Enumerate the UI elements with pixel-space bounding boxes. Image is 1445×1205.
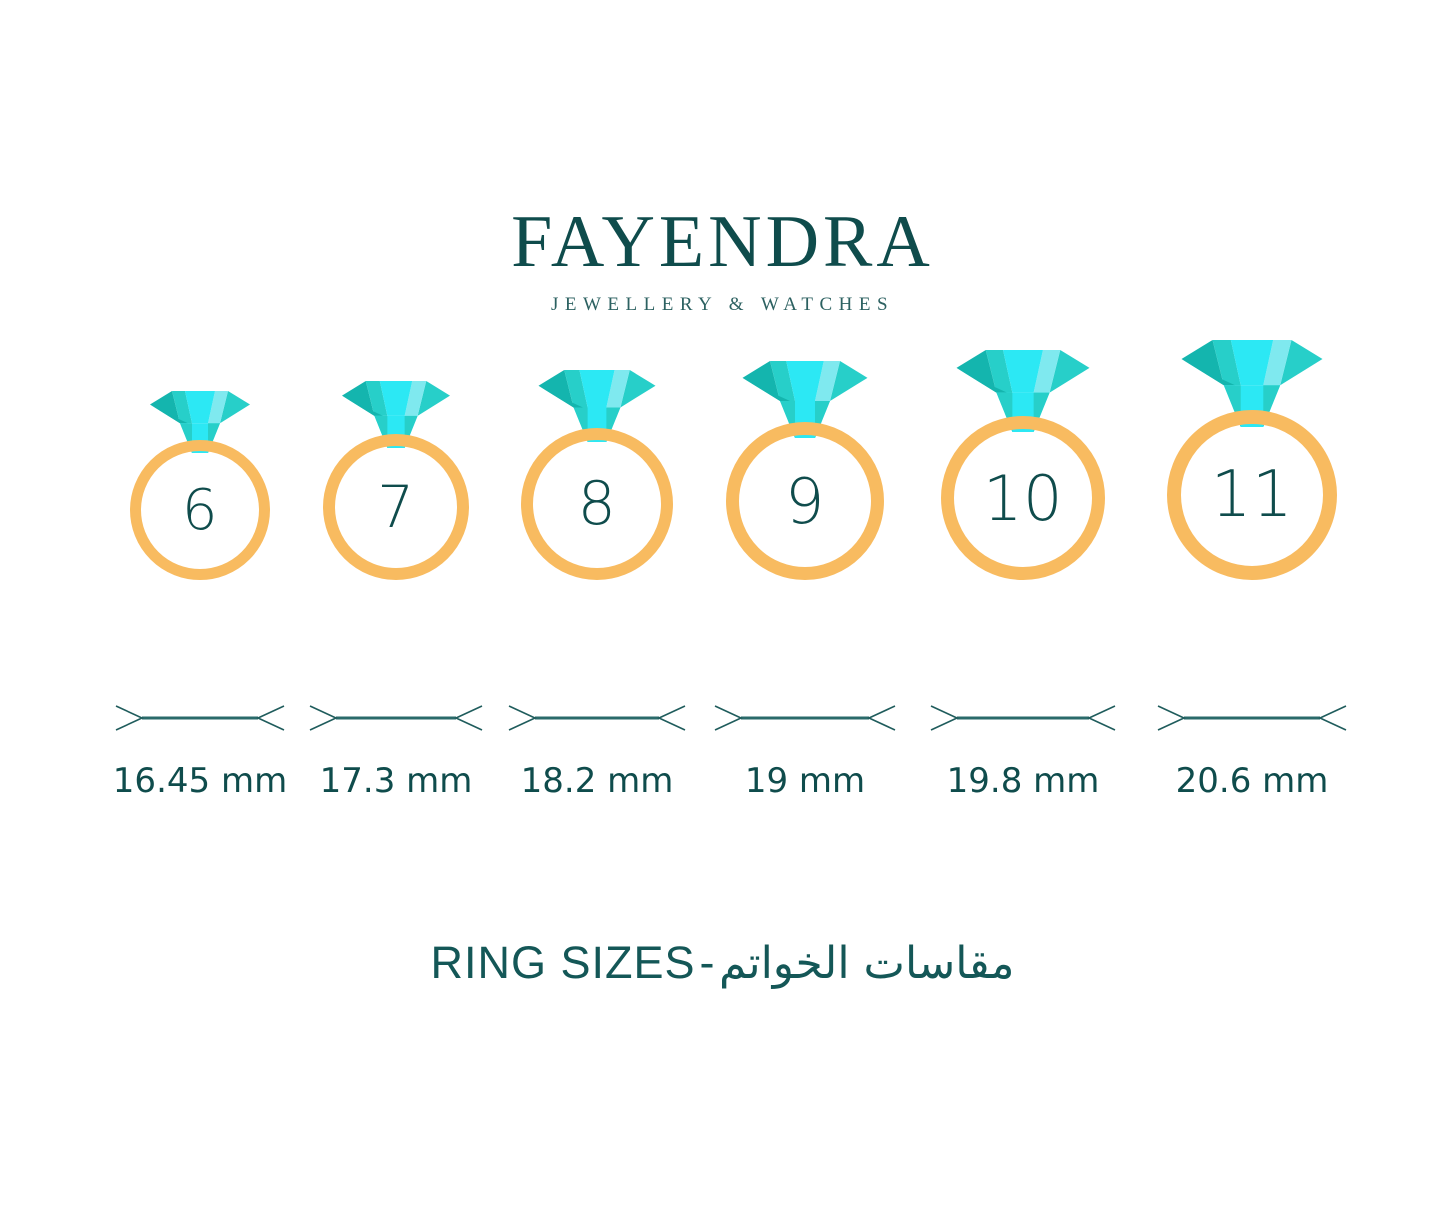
ring-band: 9 [726,422,884,580]
ring-size-number: 10 [983,461,1063,535]
page-title-arabic: مقاسات الخواتم [719,938,1015,989]
brand-tagline: JEWELLERY & WATCHES [550,294,895,315]
ring-size-item[interactable]: 8 18.2 mm [457,370,737,830]
diamond-icon [1181,339,1323,427]
ring-diameter-label: 18.2 mm [520,761,674,801]
ring-size-number: 7 [377,473,415,541]
page-title: RING SIZES-مقاسات الخواتم [0,940,1445,986]
ring-band: 7 [323,434,469,580]
dimension-arrow [115,705,285,731]
ring-size-item[interactable]: 6 16.45 mm [60,391,340,830]
diamond-icon [150,391,250,454]
ring-size-item[interactable]: 10 19.8 mm [883,349,1163,830]
ring-size-number: 9 [785,464,825,538]
ring-size-item[interactable]: 11 20.6 mm [1112,339,1392,830]
ring-diameter-label: 16.45 mm [112,761,288,801]
page-title-english: RING SIZES [430,937,696,988]
ring-size-number: 11 [1210,458,1294,532]
diamond-icon [538,370,656,443]
ring-band: 10 [941,416,1105,580]
ring-band: 6 [130,440,270,580]
brand-header: FAYENDRA JEWELLERY & WATCHES [0,205,1445,314]
ring-diameter-label: 19.8 mm [946,761,1100,801]
brand-name: FAYENDRA [511,201,934,283]
diamond-icon [742,360,868,438]
page-title-separator: - [699,937,716,988]
dimension-arrow [1157,705,1347,731]
ring-size-number: 6 [181,477,219,543]
dimension-arrow [714,705,896,731]
ring-size-item[interactable]: 9 19 mm [665,360,945,830]
dimension-arrow [309,705,483,731]
ring-size-row: 6 16.45 mm 7 17.3 mm 8 18.2 mm 9 19 mm 10 19.8 mm… [0,339,1445,830]
ring-band: 8 [521,428,673,580]
ring-band: 11 [1167,410,1337,580]
ring-diameter-label: 20.6 mm [1175,761,1329,801]
dimension-arrow [508,705,686,731]
dimension-arrow [930,705,1116,731]
ring-size-item[interactable]: 7 17.3 mm [256,381,536,830]
ring-size-number: 8 [577,469,617,539]
ring-diameter-label: 19 mm [744,761,866,801]
ring-diameter-label: 17.3 mm [319,761,473,801]
diamond-icon [342,381,450,449]
